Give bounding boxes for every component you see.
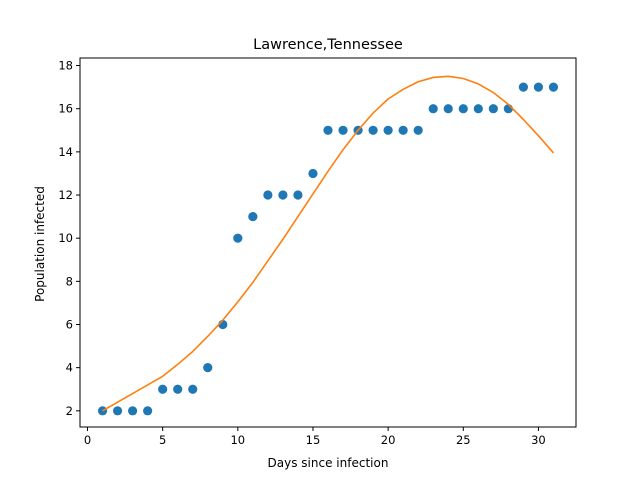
y-tick-label: 4	[66, 361, 73, 375]
data-point	[248, 212, 258, 222]
data-point	[128, 406, 138, 416]
data-point	[413, 125, 423, 135]
x-tick-label: 5	[159, 433, 166, 447]
plot-area: 0 5 10 15 20 25 30 2 4 6 8 10 12 14 16 18	[58, 57, 577, 447]
data-point	[188, 384, 198, 394]
data-point	[293, 190, 303, 200]
y-tick-label: 8	[66, 274, 73, 288]
data-point	[458, 104, 468, 114]
y-tick-label: 18	[58, 59, 73, 73]
y-tick-label: 6	[66, 318, 73, 332]
x-tick-label: 0	[84, 433, 91, 447]
y-tick-label: 16	[58, 102, 73, 116]
data-point	[158, 384, 168, 394]
chart-title: Lawrence,Tennessee	[253, 37, 403, 53]
data-point	[173, 384, 183, 394]
y-axis-label: Population infected	[33, 186, 47, 302]
y-tick-label: 12	[58, 188, 73, 202]
data-point	[233, 233, 243, 243]
data-point	[473, 104, 483, 114]
data-point	[308, 168, 318, 179]
axes-frame	[79, 57, 577, 428]
data-point	[398, 125, 408, 135]
x-tick-label: 25	[456, 433, 471, 447]
x-tick-label: 20	[381, 433, 396, 447]
data-point	[533, 82, 544, 92]
data-point	[263, 190, 273, 200]
x-tick-label: 10	[230, 433, 245, 447]
x-tick-label: 15	[306, 433, 321, 447]
data-point	[338, 125, 348, 135]
fit-line	[102, 75, 555, 412]
data-point	[548, 82, 559, 92]
y-tick-label: 14	[58, 145, 73, 159]
y-tick-label: 10	[58, 231, 73, 245]
data-point	[203, 363, 213, 373]
data-point	[443, 104, 453, 114]
data-point	[97, 406, 108, 416]
x-axis-label: Days since infection	[268, 456, 389, 470]
data-point	[518, 82, 528, 92]
data-point	[428, 104, 438, 114]
x-tick-label: 30	[531, 433, 546, 447]
data-point	[143, 406, 153, 416]
y-tick-label: 2	[66, 404, 73, 418]
data-point	[383, 125, 393, 135]
data-point	[488, 104, 498, 114]
data-point	[112, 406, 123, 416]
data-point	[323, 125, 333, 135]
data-point	[278, 190, 288, 200]
data-point	[368, 125, 378, 135]
